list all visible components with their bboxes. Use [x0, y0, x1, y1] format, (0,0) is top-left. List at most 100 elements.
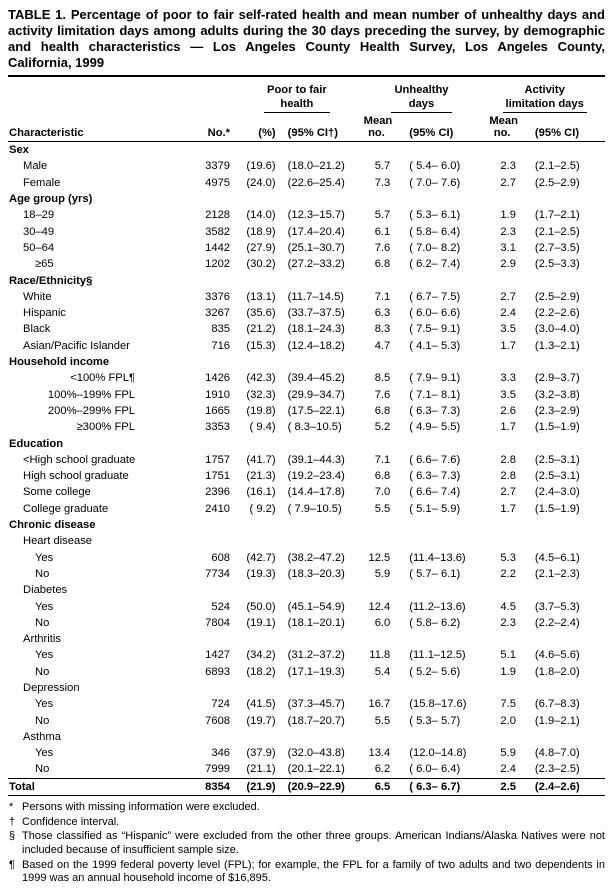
- cell-activity-ci: (4.5–6.1): [534, 551, 580, 564]
- cell-activity-mean: 1.9: [500, 665, 516, 678]
- row-label: Asian/Pacific Islander: [23, 339, 130, 352]
- cell-unhealthy-ci: ( 5.8– 6.4): [409, 225, 461, 238]
- cell-no: 716: [211, 339, 231, 352]
- cell-unhealthy-mean: 12.5: [368, 551, 391, 564]
- group-underline: Poor to fair health: [264, 84, 330, 113]
- cell-no: [188, 354, 235, 370]
- cell-activity-ci: (2.4–2.6): [527, 777, 605, 797]
- cell-percent-ci: (18.0–21.2): [287, 160, 345, 173]
- cell-unhealthy-ci: ( 6.3– 7.3): [409, 470, 461, 483]
- cell-activity-mean: [484, 191, 528, 207]
- table-row: 100%–199% FPL 1910 (32.3) (29.9–34.7) 7.6 ( 7…: [8, 387, 605, 403]
- row-label: Race/Ethnicity§: [9, 274, 93, 287]
- cell-activity-mean: [484, 436, 528, 452]
- cell-unhealthy-mean: 13.4: [368, 747, 391, 760]
- cell-activity-ci: (1.5–1.9): [534, 502, 580, 515]
- cell-unhealthy-ci: (12.0–14.8): [409, 747, 467, 760]
- cell-unhealthy-ci: ( 7.9– 9.1): [409, 372, 461, 385]
- subsection-row: Heart disease: [8, 533, 605, 549]
- cell-activity-ci: (2.9–3.7): [534, 372, 580, 385]
- cell-unhealthy-mean: 12.4: [368, 600, 391, 613]
- cell-percent-ci: (33.7–37.5): [287, 307, 345, 320]
- cell-activity-mean: [484, 680, 528, 696]
- cell-percent: (34.2): [246, 649, 276, 662]
- cell-unhealthy-ci: [402, 582, 484, 598]
- cell-percent: (15.3): [246, 339, 276, 352]
- cell-no: 2396: [205, 486, 231, 499]
- cell-no: 7608: [205, 714, 231, 727]
- cell-activity-ci: (2.3–2.9): [534, 404, 580, 417]
- cell-activity-ci: [528, 191, 605, 207]
- cell-percent-ci: (45.1–54.9): [287, 600, 345, 613]
- row-label: Hispanic: [23, 307, 66, 320]
- cell-percent: [235, 354, 281, 370]
- row-label: 100%–199% FPL: [8, 387, 188, 403]
- subsection-row: Depression: [8, 680, 605, 696]
- cell-activity-ci: [528, 582, 605, 598]
- row-label: Education: [9, 437, 64, 450]
- cell-no: 608: [211, 551, 231, 564]
- table-row: No 7804 (19.1) (18.1–20.1) 6.0 ( 5.8– 6.2) 2.3…: [8, 615, 605, 631]
- row-label: ≥300% FPL: [8, 419, 188, 435]
- group-header-row: Poor to fair health Unhealthy days Activit…: [8, 79, 605, 113]
- cell-percent: (19.1): [246, 616, 276, 629]
- cell-percent: [235, 142, 281, 159]
- cell-percent-ci: (20.9–22.9): [280, 777, 359, 797]
- cell-unhealthy-ci: ( 6.3– 7.3): [409, 404, 461, 417]
- row-label: Male: [23, 160, 48, 173]
- footnote-marker: †: [9, 815, 16, 828]
- row-label: Heart disease: [23, 535, 93, 548]
- row-label: College graduate: [23, 502, 109, 515]
- cell-no: 8354: [188, 777, 236, 797]
- cell-percent: (19.8): [246, 404, 276, 417]
- row-label: Yes: [35, 649, 54, 662]
- cell-no: 1757: [205, 453, 231, 466]
- section-row: Education: [8, 436, 605, 452]
- cell-percent: (14.0): [246, 209, 276, 222]
- cell-activity-ci: (1.3–2.1): [534, 339, 580, 352]
- cell-activity-mean: [484, 273, 528, 289]
- row-label-text: 200%–299% FPL: [47, 404, 135, 417]
- cell-unhealthy-mean: 5.4: [374, 665, 391, 678]
- table-row: Yes 346 (37.9) (32.0–43.8) 13.4 (12.0–14.8) 5.…: [8, 745, 605, 761]
- cell-no: 3376: [205, 290, 231, 303]
- cell-percent-ci: (18.1–24.3): [287, 323, 345, 336]
- cell-percent-ci: [281, 273, 359, 289]
- cell-unhealthy-mean: [359, 582, 403, 598]
- cell-percent-ci: (18.3–20.3): [287, 567, 345, 580]
- cell-activity-mean: 1.7: [500, 502, 516, 515]
- cell-activity-mean: 2.2: [500, 567, 516, 580]
- cell-activity-ci: [528, 631, 605, 647]
- cell-activity-mean: [484, 582, 528, 598]
- cell-activity-mean: [484, 533, 528, 549]
- cell-percent-ci: [281, 142, 359, 159]
- cell-unhealthy-ci: ( 6.6– 7.4): [409, 486, 461, 499]
- cell-percent-ci: (12.4–18.2): [287, 339, 345, 352]
- cell-unhealthy-mean: 7.0: [374, 486, 391, 499]
- cell-percent-ci: [281, 631, 359, 647]
- spacer-cell: [188, 113, 235, 127]
- group-poor-to-fair-health: Poor to fair health: [235, 79, 359, 113]
- cell-activity-mean: 2.8: [500, 470, 516, 483]
- cell-percent: (21.1): [246, 763, 276, 776]
- cell-percent: ( 9.2): [249, 502, 276, 515]
- cell-percent-ci: (18.1–20.1): [287, 616, 345, 629]
- table-row: 30–49 3582 (18.9) (17.4–20.4) 6.1 ( 5.8– 6.4)…: [8, 224, 605, 240]
- footnote-marker: ¶: [9, 858, 15, 871]
- cell-percent-ci: (17.4–20.4): [287, 225, 345, 238]
- cell-no: 524: [211, 600, 231, 613]
- table-row: White 3376 (13.1) (11.7–14.5) 7.1 ( 6.7– 7.5)…: [8, 289, 605, 305]
- cell-percent: (41.7): [246, 453, 276, 466]
- col-percent-ci: (95% CI†): [280, 127, 359, 143]
- cell-no: [188, 142, 235, 159]
- cell-unhealthy-ci: ( 5.3– 6.1): [409, 209, 461, 222]
- cell-unhealthy-ci: (11.2–13.6): [409, 600, 466, 613]
- row-label: No: [35, 714, 50, 727]
- table-row: No 7999 (21.1) (20.1–22.1) 6.2 ( 6.0– 6.4) 2.4…: [8, 761, 605, 778]
- cell-unhealthy-mean: 8.5: [374, 372, 391, 385]
- cell-activity-ci: [528, 436, 605, 452]
- cell-unhealthy-ci: ( 4.9– 5.5): [409, 421, 461, 434]
- cell-activity-ci: (2.5–2.9): [534, 290, 580, 303]
- cell-unhealthy-mean: 6.8: [374, 470, 391, 483]
